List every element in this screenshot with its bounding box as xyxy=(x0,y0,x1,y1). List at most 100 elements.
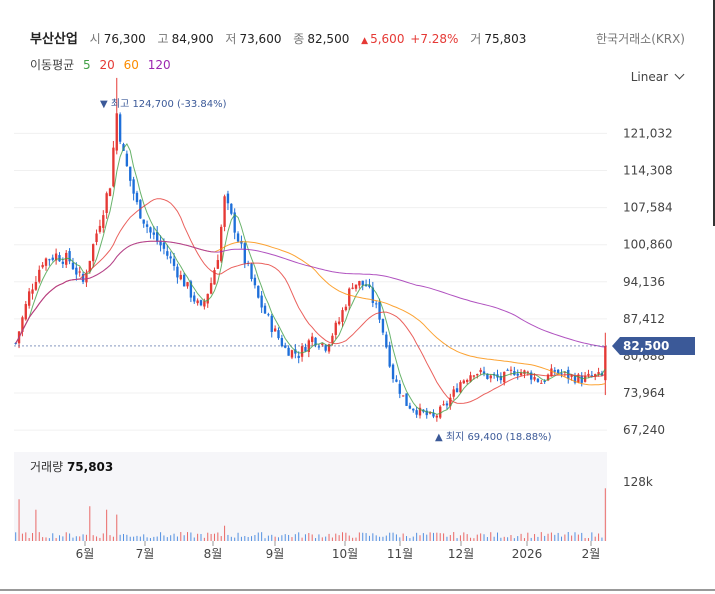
candle-body xyxy=(378,302,381,320)
volume-bar xyxy=(483,534,485,541)
candle-body xyxy=(284,345,287,348)
candle-body xyxy=(583,375,587,382)
volume-panel-label: 거래량 xyxy=(30,460,64,474)
scrollbar[interactable] xyxy=(713,0,715,226)
candle-body xyxy=(570,375,573,377)
price-tick-label: 94,136 xyxy=(623,275,665,289)
candle-body xyxy=(509,369,513,371)
candle-body xyxy=(486,373,489,379)
candle-body xyxy=(455,388,459,393)
volume-bar xyxy=(35,509,37,541)
volume-bar xyxy=(601,537,603,541)
candle-body xyxy=(213,270,216,285)
volume-bar xyxy=(203,537,205,541)
volume-bar xyxy=(284,534,286,541)
candle-body xyxy=(186,282,189,287)
volume-bar xyxy=(348,535,350,541)
open-label: 시 xyxy=(89,32,101,46)
volume-bar xyxy=(146,537,148,541)
volume-bar xyxy=(446,536,448,541)
volume-bar xyxy=(594,536,596,541)
candle-body xyxy=(105,193,108,213)
candle-body xyxy=(307,340,310,353)
volume-bar xyxy=(102,533,104,541)
volume-bar xyxy=(581,532,583,541)
x-tick-label: 12월 xyxy=(448,547,474,561)
ma-20-label: 20 xyxy=(99,58,115,72)
volume-bar xyxy=(139,536,141,541)
volume-bar xyxy=(513,538,515,541)
scale-dropdown[interactable]: Linear xyxy=(631,69,685,84)
volume-bar xyxy=(163,535,165,541)
candle-body xyxy=(156,232,159,242)
candle-body xyxy=(263,305,267,314)
volume-bar xyxy=(409,538,411,541)
volume-bar xyxy=(335,533,337,541)
candle-body xyxy=(31,289,34,294)
volume-bar xyxy=(530,537,532,541)
candle-body xyxy=(169,256,172,259)
volume-bar xyxy=(436,532,438,541)
candle-body xyxy=(405,393,408,406)
candle-body xyxy=(351,287,354,289)
current-price-tag xyxy=(612,336,695,355)
candle-body xyxy=(452,389,455,397)
volume-bar xyxy=(65,532,67,541)
volume-bar xyxy=(38,532,40,541)
volume-bar xyxy=(392,532,394,541)
candle-body xyxy=(280,338,284,347)
candle-body xyxy=(533,377,536,380)
candle-body xyxy=(344,306,348,311)
volume-panel-value: 75,803 xyxy=(66,460,114,474)
volume-bar xyxy=(79,536,81,541)
x-tick-label: 9월 xyxy=(266,547,285,561)
candle-body xyxy=(260,295,263,308)
candle-body xyxy=(270,315,273,332)
candle-body xyxy=(71,262,75,270)
candle-body xyxy=(179,274,182,280)
volume-bar xyxy=(156,536,158,541)
candle-body xyxy=(432,412,435,417)
candle-body xyxy=(290,350,294,358)
candle-body xyxy=(314,337,317,346)
change-up-icon: ▲ xyxy=(361,36,369,46)
candle-body xyxy=(243,243,246,264)
volume-bar xyxy=(567,532,569,541)
volume-bar xyxy=(345,532,347,541)
volume-bar xyxy=(352,537,354,541)
candle-body xyxy=(41,264,44,268)
volume-bar xyxy=(294,534,296,541)
candle-body xyxy=(277,330,280,339)
candle-body xyxy=(193,295,196,302)
ma-60-label: 60 xyxy=(123,58,139,72)
candle-body xyxy=(560,373,563,375)
candle-body xyxy=(206,293,209,304)
volume-bar xyxy=(42,537,44,541)
volume-bar xyxy=(368,535,370,541)
candle-body xyxy=(122,144,125,151)
volume-bar xyxy=(510,535,512,541)
volume-bar xyxy=(277,537,279,541)
moving-average-label: 이동평균 xyxy=(30,58,75,72)
candle-body xyxy=(112,147,115,187)
candle-body xyxy=(503,371,506,383)
candle-body xyxy=(233,212,236,233)
volume-bar xyxy=(190,532,192,541)
volume-bar xyxy=(271,534,273,541)
volume-bar xyxy=(75,536,77,541)
candle-body xyxy=(597,372,600,375)
candle-body xyxy=(449,397,452,407)
ma-5-line xyxy=(15,142,606,415)
candle-body xyxy=(61,261,65,264)
candle-body xyxy=(573,375,577,383)
x-tick-label: 11월 xyxy=(387,547,413,561)
ma-5-label: 5 xyxy=(83,58,91,72)
change-value: 5,600 xyxy=(370,32,405,46)
volume-panel-bg xyxy=(14,452,607,541)
volume-title: 거래량 75,803 xyxy=(30,458,113,475)
volume-bar xyxy=(197,533,199,541)
volume-bar xyxy=(267,535,269,541)
volume-bar xyxy=(133,536,135,541)
volume-bar xyxy=(486,537,488,541)
